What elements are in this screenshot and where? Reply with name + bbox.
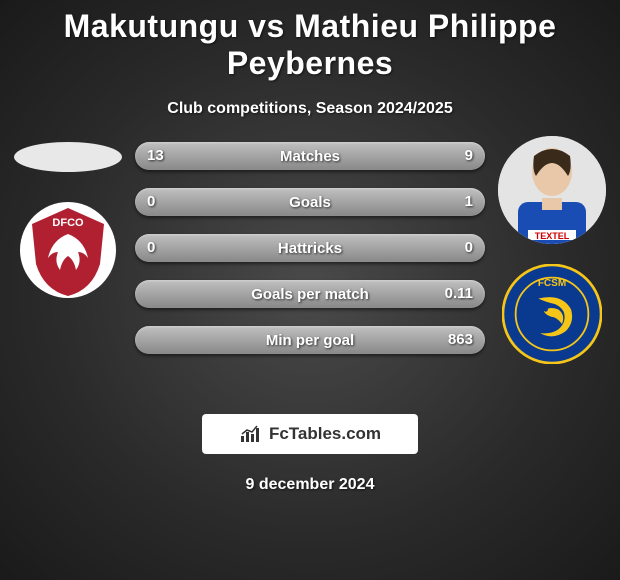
chart-icon (239, 424, 263, 444)
left-club-logo: DFCO (18, 200, 118, 300)
stat-left-value: 0 (135, 188, 167, 216)
stat-left-value (135, 326, 159, 354)
subtitle: Club competitions, Season 2024/2025 (0, 100, 620, 118)
page-title: Makutungu vs Mathieu Philippe Peybernes (0, 0, 620, 82)
stat-right-value: 9 (453, 142, 485, 170)
right-player-avatar: TEXTEL (498, 136, 606, 244)
stat-right-value: 0 (453, 234, 485, 262)
svg-text:FCSM: FCSM (538, 278, 566, 289)
stat-left-value (135, 280, 159, 308)
stat-right-value: 1 (453, 188, 485, 216)
stat-row-hattricks: 0 Hattricks 0 (135, 234, 485, 262)
svg-text:DFCO: DFCO (52, 217, 84, 229)
right-player-column: TEXTEL FCSM (492, 136, 612, 364)
svg-text:TEXTEL: TEXTEL (535, 231, 570, 241)
stat-label: Goals (289, 194, 331, 211)
comparison-content: DFCO TEXTEL FCSM (0, 136, 620, 354)
stat-label: Goals per match (251, 286, 369, 303)
stat-row-min-per-goal: Min per goal 863 (135, 326, 485, 354)
watermark-text: FcTables.com (269, 424, 381, 444)
stat-left-value: 0 (135, 234, 167, 262)
stat-row-matches: 13 Matches 9 (135, 142, 485, 170)
date-text: 9 december 2024 (0, 476, 620, 494)
stat-right-value: 863 (436, 326, 485, 354)
watermark: FcTables.com (202, 414, 418, 454)
stat-bars: 13 Matches 9 0 Goals 1 0 Hattricks 0 Goa… (135, 136, 485, 354)
left-player-column: DFCO (8, 136, 128, 300)
right-club-logo: FCSM (502, 264, 602, 364)
left-player-avatar (14, 142, 122, 172)
stat-row-goals: 0 Goals 1 (135, 188, 485, 216)
stat-row-goals-per-match: Goals per match 0.11 (135, 280, 485, 308)
stat-label: Min per goal (266, 332, 354, 349)
stat-label: Hattricks (278, 240, 342, 257)
stat-left-value: 13 (135, 142, 176, 170)
stat-label: Matches (280, 148, 340, 165)
stat-right-value: 0.11 (433, 280, 485, 308)
